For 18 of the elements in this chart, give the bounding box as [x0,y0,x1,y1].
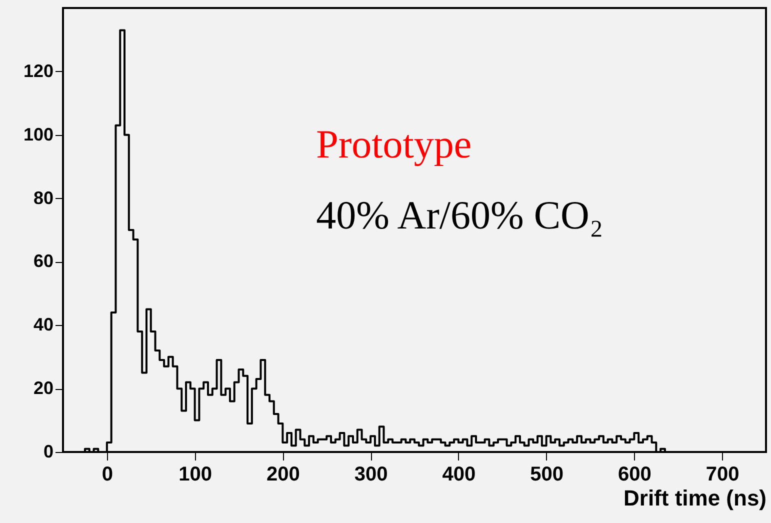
x-axis-title: Drift time (ns) [624,486,766,510]
x-tick-label: 500 [530,464,564,486]
x-tick-label: 600 [618,464,652,486]
x-tick-label: 700 [706,464,740,486]
y-tick-label: 40 [33,314,54,335]
annotation: Prototype [316,122,472,167]
x-tick-label: 200 [266,464,300,486]
x-tick-label: 400 [442,464,476,486]
x-tick-label: 0 [102,464,113,486]
y-tick-label: 100 [23,124,54,144]
y-tick-label: 20 [33,378,54,398]
x-tick-label: 100 [178,464,212,486]
y-tick-label: 0 [43,442,54,462]
x-tick-label: 300 [354,464,388,486]
y-tick-label: 120 [23,60,54,81]
y-tick-label: 80 [33,188,54,208]
y-tick-label: 60 [33,251,54,272]
annotation: 40% Ar/60% CO₂ [316,192,604,238]
